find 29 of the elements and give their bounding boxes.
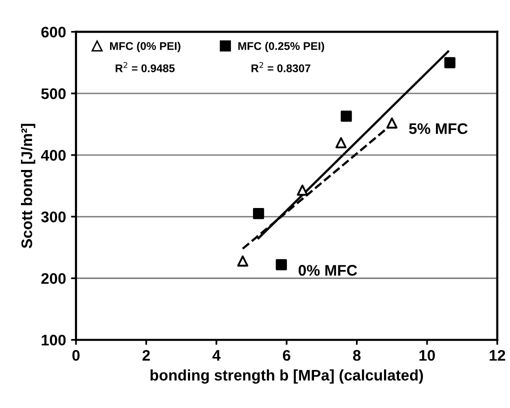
x-tick-label: 10 bbox=[420, 350, 435, 361]
x-tick-label: 2 bbox=[142, 350, 150, 361]
point bbox=[237, 255, 248, 267]
point bbox=[444, 57, 456, 68]
y-tick-label: 200 bbox=[41, 273, 66, 284]
point bbox=[335, 137, 347, 148]
x-tick-label: 6 bbox=[282, 350, 290, 361]
point bbox=[296, 184, 308, 196]
point bbox=[276, 259, 287, 270]
legend-label: MFC (0.25% PEI) bbox=[238, 42, 324, 52]
annotation: R$^{2}$ = 0.9485 bbox=[116, 62, 175, 72]
point bbox=[340, 110, 352, 122]
y-tick-label: 300 bbox=[41, 212, 66, 222]
x-tick-label: 12 bbox=[490, 350, 506, 361]
point bbox=[252, 208, 264, 220]
y-tick-label: 100 bbox=[42, 334, 66, 346]
x-tick-label: 0 bbox=[72, 350, 80, 361]
x-axis-title: bonding strength b [MPa] (calculated) bbox=[150, 369, 423, 384]
y-tick-label: 400 bbox=[41, 150, 66, 161]
annotation: 5% MFC bbox=[409, 123, 468, 134]
y-axis-title: Scott bond [J/m²] bbox=[20, 124, 36, 248]
legend-label: MFC (0% PEI) bbox=[110, 42, 180, 52]
y-tick-label: 500 bbox=[41, 88, 66, 100]
x-tick-label: 4 bbox=[212, 350, 221, 361]
annotation: 0% MFC bbox=[298, 264, 358, 276]
x-tick-label: 8 bbox=[353, 350, 361, 361]
point bbox=[386, 117, 398, 129]
annotation: R$^{2}$ = 0.8307 bbox=[252, 62, 310, 72]
y-tick-label: 600 bbox=[41, 26, 66, 38]
